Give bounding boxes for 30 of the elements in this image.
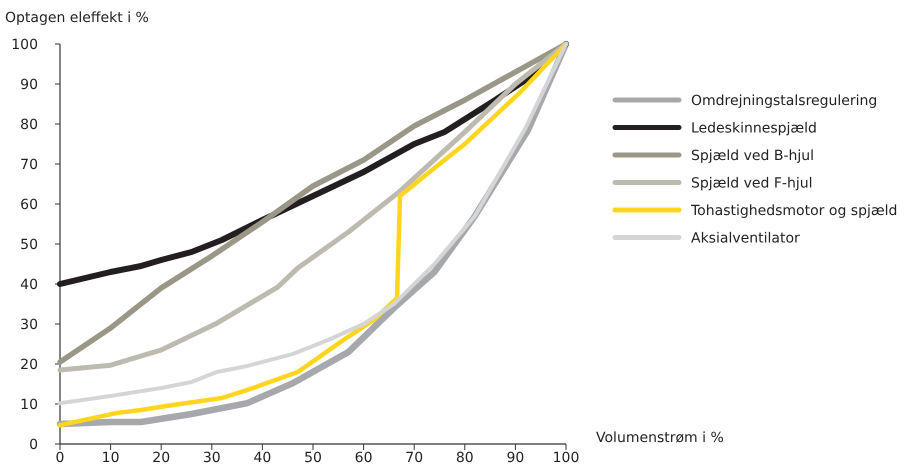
y-tick-label: 50 bbox=[20, 236, 38, 253]
x-tick-label: 100 bbox=[552, 450, 580, 466]
x-tick-label: 50 bbox=[304, 450, 322, 466]
x-tick-label: 0 bbox=[56, 450, 64, 466]
y-tick-label: 20 bbox=[20, 356, 38, 373]
legend-label: Spjæld ved B-hjul bbox=[691, 148, 814, 164]
y-axis-title: Optagen eleffekt i % bbox=[5, 10, 149, 26]
x-tick-label: 90 bbox=[506, 450, 524, 466]
x-tick-label: 10 bbox=[102, 450, 120, 466]
legend-label: Ledeskinnespjæld bbox=[691, 120, 817, 136]
x-tick-label: 70 bbox=[405, 450, 424, 466]
x-tick-label: 80 bbox=[456, 450, 474, 466]
x-tick-label: 20 bbox=[152, 450, 170, 466]
legend-label: Spjæld ved F-hjul bbox=[691, 175, 813, 192]
y-tick-label: 60 bbox=[20, 196, 38, 213]
x-tick-label: 40 bbox=[253, 450, 272, 466]
y-tick-label: 40 bbox=[20, 276, 38, 293]
y-tick-label: 30 bbox=[20, 316, 38, 333]
legend-label: Aksialventilator bbox=[691, 230, 800, 246]
y-tick-label: 100 bbox=[11, 36, 38, 53]
y-tick-label: 80 bbox=[20, 116, 38, 133]
y-tick-label: 0 bbox=[29, 436, 38, 453]
legend-label: Tohastighedsmotor og spjæld bbox=[690, 202, 898, 219]
y-tick-label: 10 bbox=[20, 396, 38, 413]
x-tick-label: 30 bbox=[202, 450, 221, 466]
y-tick-label: 90 bbox=[20, 76, 38, 93]
x-tick-label: 60 bbox=[354, 450, 373, 466]
legend-label: Omdrejningstalsregulering bbox=[691, 92, 878, 109]
y-tick-label: 70 bbox=[20, 156, 38, 173]
x-axis-title: Volumenstrøm i % bbox=[596, 430, 724, 446]
